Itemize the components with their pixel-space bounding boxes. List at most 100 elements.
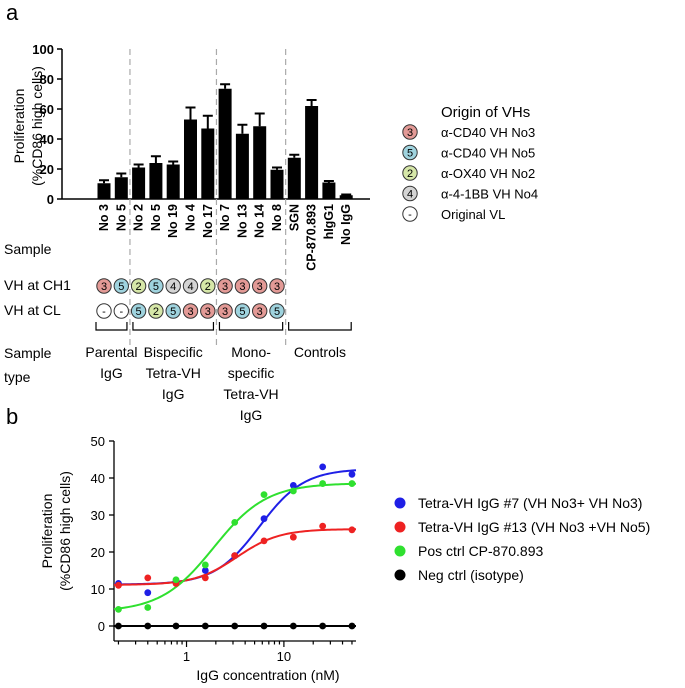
panel-a-y-tick-label: 0 (47, 192, 54, 207)
fit-curve (113, 482, 357, 611)
data-point (260, 515, 268, 523)
data-point (201, 567, 209, 574)
bar (253, 126, 267, 199)
sample-type-label-line1: Sample (4, 345, 52, 361)
ch1-row-label: VH at CH1 (4, 277, 71, 293)
bar (97, 183, 111, 199)
panel-b-y-axis-label: Proliferation (%CD86 high cells) (39, 471, 73, 591)
data-point (115, 581, 122, 589)
x-tick-label: No 14 (253, 204, 267, 238)
panel-b-xlabel: IgG concentration (nM) (196, 667, 339, 683)
x-tick-label: No 3 (97, 204, 111, 231)
bar (218, 88, 232, 199)
data-point (319, 480, 327, 487)
data-point (289, 533, 297, 541)
data-point (319, 522, 327, 530)
data-point (289, 482, 297, 489)
legend-series-label: Tetra-VH IgG #13 (VH No3 +VH No5) (418, 519, 650, 535)
cl-circle-label: 5 (239, 306, 245, 318)
panel-a-legend: 3 α-CD40 VH No3 5 α-CD40 VH No5 2 α-OX40 VH N… (402, 124, 538, 222)
data-point (260, 491, 268, 499)
ch1-circle (165, 278, 181, 294)
cl-circle (269, 303, 285, 319)
legend-label: α-CD40 VH No3 (441, 125, 535, 140)
x-tick-label: No 5 (149, 204, 163, 231)
group-label: Tetra-VH (223, 386, 278, 402)
bar (322, 182, 336, 199)
group-label: specific (228, 365, 275, 381)
group-bracket (95, 322, 128, 331)
ch1-circle-label: 4 (170, 281, 176, 293)
legend-marker (394, 521, 406, 533)
legend-marker (394, 545, 406, 557)
panel-a-label: a (6, 0, 19, 25)
data-point (144, 622, 152, 630)
group-bracket (132, 322, 215, 331)
cl-circle-label: 2 (153, 306, 159, 318)
cl-circle (113, 303, 130, 319)
panel-b-legend: Tetra-VH IgG #7 (VH No3+ VH No3) Tetra-VH… (394, 495, 650, 583)
panel-b-y-tick-label: 50 (91, 434, 105, 449)
cl-circle (252, 303, 268, 319)
x-tick-label: No 2 (132, 204, 146, 231)
data-point (201, 622, 209, 630)
data-point (260, 537, 268, 545)
panel-a-vh-rows: 3 5 2 5 4 4 2 3 3 3 3- -5 2 5 3 3 3 5 3 5 (96, 278, 285, 319)
cl-circle (165, 303, 181, 319)
cl-circle-label: - (102, 306, 106, 318)
ch1-circle-label: 3 (222, 281, 228, 293)
data-point (319, 622, 327, 630)
panel-a-ylabel-line2: (%CD86 high cells) (29, 66, 45, 186)
data-point (201, 574, 209, 582)
group-label: Bispecific (144, 344, 203, 360)
panel-b-y-tick-label: 30 (91, 508, 105, 523)
bar (149, 163, 163, 199)
group-label: Tetra-VH (146, 365, 201, 381)
panel-a-axis: 0 20 40 60 80 100 (32, 42, 370, 345)
cl-circle (182, 303, 199, 319)
cl-circle (217, 303, 233, 319)
x-tick-label: No IgG (339, 204, 353, 245)
x-tick-label: hIgG1 (322, 204, 336, 239)
data-point (144, 604, 152, 611)
cl-circle (96, 303, 112, 319)
bar (339, 195, 353, 199)
ch1-circle (269, 278, 285, 294)
ch1-circle-label: 3 (257, 281, 263, 293)
panel-b-points (115, 463, 356, 630)
ch1-circle-label: 3 (274, 281, 280, 293)
legend-series-label: Pos ctrl CP-870.893 (418, 543, 543, 559)
panel-b-label: b (6, 404, 18, 429)
cl-circle (130, 303, 147, 319)
ch1-circle-label: 4 (187, 281, 193, 293)
group-label: Parental (85, 344, 137, 360)
panel-a-sample-groups: Parental IgG Bispecific Tetra-VH IgG Mono-spe… (85, 322, 352, 423)
data-point (231, 622, 239, 630)
data-point (172, 576, 180, 584)
ch1-circle-label: 2 (205, 281, 211, 293)
x-tick-label: No 13 (235, 204, 249, 238)
ch1-circle-label: 3 (101, 281, 107, 293)
ch1-circle (252, 278, 268, 294)
data-point (231, 519, 239, 526)
legend-circle (402, 185, 418, 202)
data-point (144, 574, 152, 582)
panel-b-y-tick-label: 40 (91, 471, 105, 486)
legend-circle (402, 124, 418, 140)
bar (166, 164, 180, 199)
cl-circle-label: 3 (205, 306, 211, 318)
cl-row-label: VH at CL (4, 302, 61, 318)
ch1-circle (130, 278, 147, 294)
legend-label: α-CD40 VH No5 (441, 146, 535, 161)
x-tick-label: No 4 (184, 204, 198, 231)
data-point (144, 589, 152, 597)
cl-circle-label: 5 (274, 306, 280, 318)
data-point (348, 480, 356, 487)
ch1-circle (234, 278, 251, 294)
cl-circle-label: 5 (170, 306, 176, 318)
legend-label: α-4-1BB VH No4 (441, 187, 538, 202)
group-bracket (218, 322, 284, 331)
cl-circle-label: 3 (257, 306, 263, 318)
panel-b-curves (113, 469, 357, 627)
